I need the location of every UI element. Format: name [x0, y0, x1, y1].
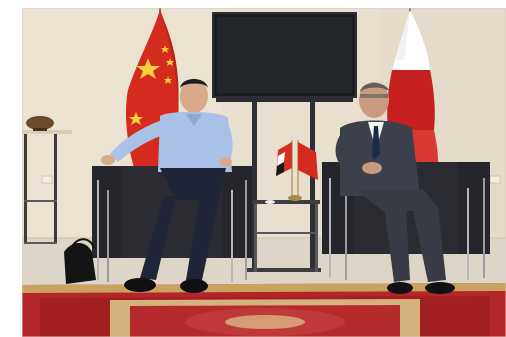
meeting-photo	[22, 8, 506, 337]
bowl	[26, 116, 54, 130]
